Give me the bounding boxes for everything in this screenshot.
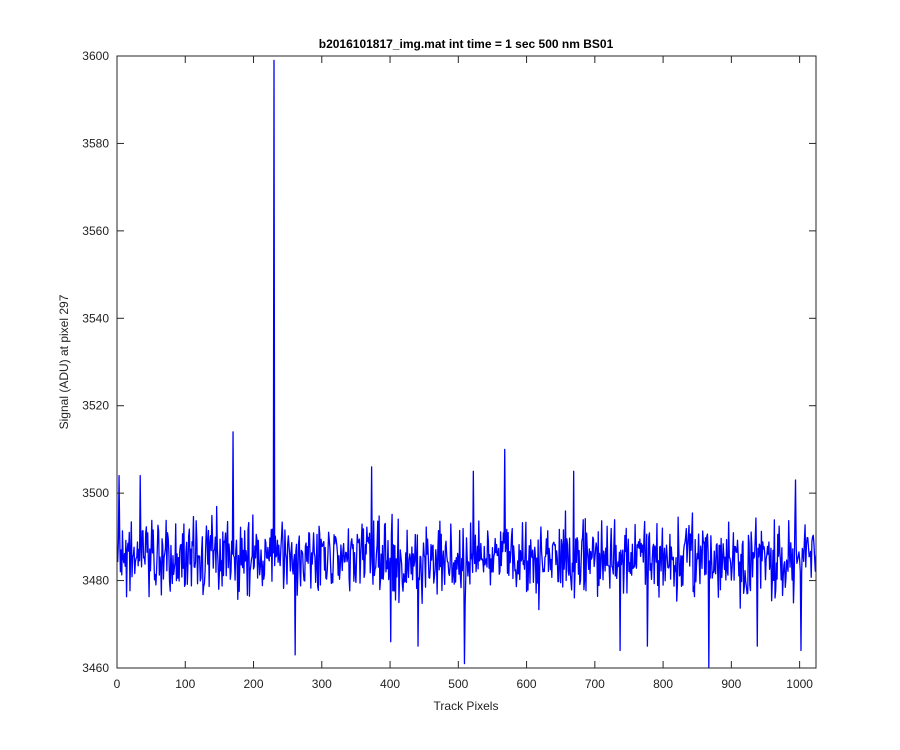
y-axis-label: Signal (ADU) at pixel 297 <box>57 294 71 429</box>
x-tick-label: 900 <box>721 677 741 691</box>
y-tick-label: 3460 <box>82 661 109 675</box>
y-axis-ticks: 3460 3480 3500 3520 3540 3560 3580 3600 <box>82 49 816 675</box>
x-tick-label: 400 <box>380 677 400 691</box>
x-tick-label: 600 <box>517 677 537 691</box>
y-tick-label: 3600 <box>82 49 109 63</box>
series-line <box>117 59 816 668</box>
x-axis-ticks: 0 100 200 300 400 500 600 700 800 900 1000 <box>114 56 813 691</box>
x-tick-label: 500 <box>448 677 468 691</box>
y-tick-label: 3540 <box>82 311 109 325</box>
y-tick-label: 3560 <box>82 224 109 238</box>
x-tick-label: 1000 <box>786 677 813 691</box>
plot-area: 0 100 200 300 400 500 600 700 800 900 1000 3460 348… <box>82 49 817 691</box>
chart-title: b2016101817_img.mat int time = 1 sec 500… <box>319 37 614 51</box>
x-tick-label: 100 <box>175 677 195 691</box>
axes-box <box>116 55 817 669</box>
x-tick-label: 700 <box>585 677 605 691</box>
y-tick-label: 3520 <box>82 399 109 413</box>
y-tick-label: 3500 <box>82 486 109 500</box>
x-tick-label: 800 <box>653 677 673 691</box>
x-tick-label: 0 <box>114 677 121 691</box>
x-tick-label: 200 <box>244 677 264 691</box>
x-tick-label: 300 <box>312 677 332 691</box>
y-tick-label: 3580 <box>82 136 109 150</box>
x-axis-label: Track Pixels <box>434 699 499 713</box>
y-tick-label: 3480 <box>82 574 109 588</box>
